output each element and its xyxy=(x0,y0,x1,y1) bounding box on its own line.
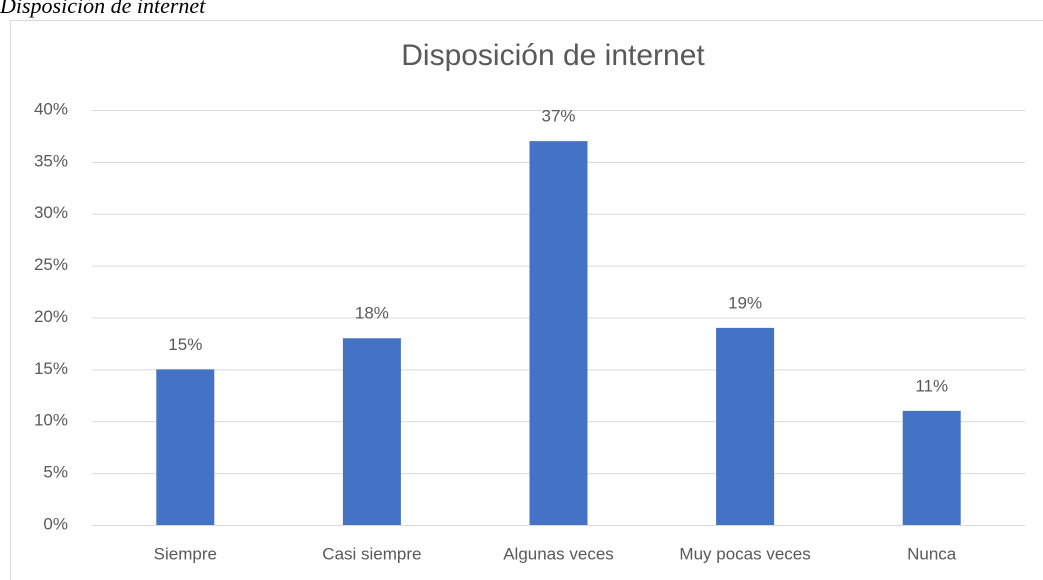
y-tick-label: 30% xyxy=(34,203,68,222)
x-tick-label: Casi siempre xyxy=(322,544,421,563)
y-tick-label: 15% xyxy=(34,359,68,378)
y-tick-label: 5% xyxy=(43,463,68,482)
chart-title: Disposición de internet xyxy=(401,39,705,72)
chart-border xyxy=(10,20,1043,580)
y-tick-label: 35% xyxy=(34,151,68,170)
y-tick-label: 25% xyxy=(34,255,68,274)
bar xyxy=(716,327,775,525)
y-tick-label: 20% xyxy=(34,307,68,326)
y-tick-label: 10% xyxy=(34,411,68,430)
x-tick-label: Siempre xyxy=(154,544,217,563)
x-tick-label: Algunas veces xyxy=(503,544,614,563)
data-label: 37% xyxy=(541,107,575,126)
data-label: 15% xyxy=(168,335,202,354)
x-tick-label: Muy pocas veces xyxy=(679,544,810,563)
bar xyxy=(529,141,588,525)
caption: Disposición de internet xyxy=(0,0,206,18)
data-label: 11% xyxy=(915,376,948,395)
y-tick-label: 40% xyxy=(34,99,68,118)
bar xyxy=(156,369,215,525)
bar xyxy=(902,410,961,525)
y-tick-label: 0% xyxy=(43,514,68,533)
data-label: 19% xyxy=(728,293,762,312)
x-tick-label: Nunca xyxy=(907,544,957,563)
bar xyxy=(342,338,401,525)
data-label: 18% xyxy=(355,304,389,323)
